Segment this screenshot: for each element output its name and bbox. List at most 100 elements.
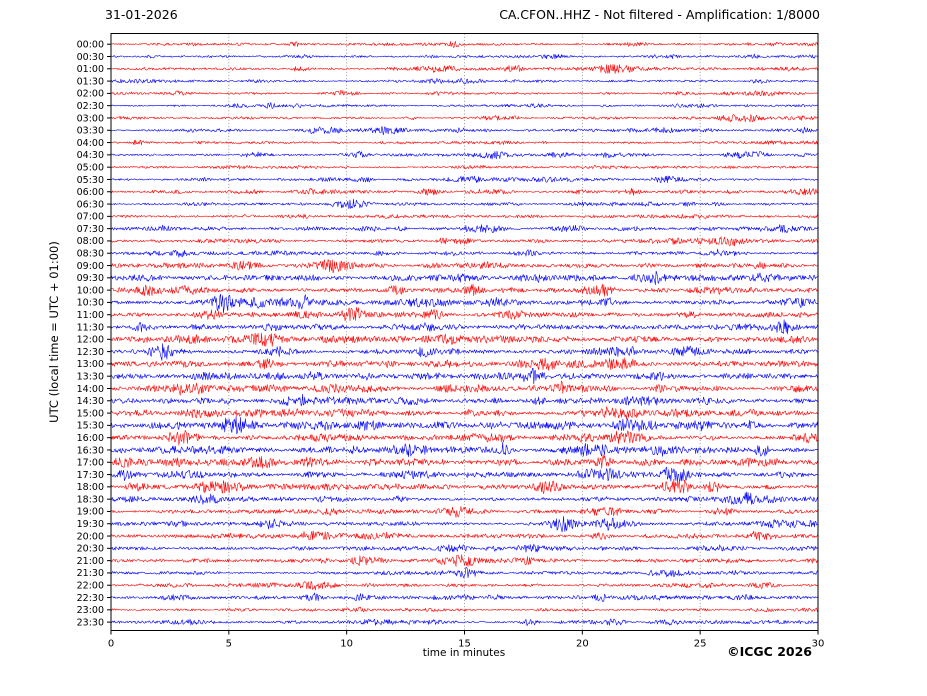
- trace-23:00: [110, 606, 819, 613]
- trace-13:00: [110, 357, 819, 371]
- y-tick-label-05:30: 05:30: [77, 175, 104, 186]
- trace-18:30: [110, 491, 819, 505]
- trace-05:30: [110, 175, 819, 183]
- y-tick-label-14:00: 14:00: [77, 384, 104, 395]
- x-tick-label-0: 0: [108, 639, 114, 650]
- y-tick-label-13:30: 13:30: [77, 371, 104, 382]
- y-tick-label-00:30: 00:30: [77, 52, 104, 63]
- trace-23:30: [110, 618, 819, 626]
- trace-22:00: [110, 580, 819, 591]
- y-tick-label-08:00: 08:00: [77, 236, 104, 247]
- y-tick-label-07:00: 07:00: [77, 212, 104, 223]
- trace-20:30: [110, 543, 819, 553]
- trace-18:00: [110, 478, 819, 495]
- trace-06:00: [110, 187, 819, 196]
- y-tick-label-12:00: 12:00: [77, 335, 104, 346]
- y-tick-label-15:00: 15:00: [77, 408, 104, 419]
- y-tick-label-18:00: 18:00: [77, 482, 104, 493]
- trace-02:00: [110, 90, 819, 97]
- y-tick-label-23:00: 23:00: [77, 605, 104, 616]
- y-tick-label-06:00: 06:00: [77, 187, 104, 198]
- trace-07:00: [110, 213, 819, 219]
- y-tick-label-18:30: 18:30: [77, 494, 104, 505]
- trace-14:00: [110, 380, 819, 396]
- x-axis-title: time in minutes: [422, 647, 506, 659]
- y-tick-label-16:30: 16:30: [77, 445, 104, 456]
- y-tick-label-02:00: 02:00: [77, 89, 104, 100]
- y-tick-label-19:00: 19:00: [77, 507, 104, 518]
- y-tick-label-01:00: 01:00: [77, 64, 104, 75]
- trace-10:00: [110, 283, 819, 297]
- y-tick-label-23:30: 23:30: [77, 617, 104, 628]
- trace-06:30: [110, 198, 819, 209]
- trace-15:00: [110, 406, 819, 420]
- trace-02:30: [110, 102, 819, 109]
- trace-21:00: [110, 554, 819, 567]
- y-tick-label-04:30: 04:30: [77, 150, 104, 161]
- trace-10:30: [110, 293, 819, 314]
- y-tick-label-21:00: 21:00: [77, 556, 104, 567]
- plot-border: [110, 33, 819, 631]
- y-tick-label-08:30: 08:30: [77, 249, 104, 260]
- trace-17:00: [110, 454, 819, 469]
- y-tick-label-14:30: 14:30: [77, 396, 104, 407]
- trace-01:30: [110, 78, 819, 85]
- x-tick-label-15: 15: [458, 639, 471, 650]
- y-tick-label-03:30: 03:30: [77, 126, 104, 137]
- y-tick-label-01:30: 01:30: [77, 76, 104, 87]
- y-tick-label-02:30: 02:30: [77, 101, 104, 112]
- trace-14:30: [110, 393, 819, 407]
- trace-16:30: [110, 441, 819, 458]
- y-tick-label-11:00: 11:00: [77, 310, 104, 321]
- trace-12:30: [110, 343, 819, 361]
- y-tick-label-06:30: 06:30: [77, 199, 104, 210]
- x-tick-label-25: 25: [694, 639, 707, 650]
- y-tick-label-03:00: 03:00: [77, 113, 104, 124]
- y-tick-label-10:00: 10:00: [77, 285, 104, 296]
- trace-12:00: [110, 332, 819, 347]
- plot-title: CA.CFON..HHZ - Not filtered - Amplificat…: [499, 7, 820, 22]
- y-tick-label-05:00: 05:00: [77, 162, 104, 173]
- trace-16:00: [110, 429, 819, 446]
- trace-11:30: [110, 319, 819, 335]
- trace-04:30: [110, 150, 819, 160]
- trace-17:30: [110, 466, 819, 483]
- x-tick-label-20: 20: [576, 639, 589, 650]
- trace-01:00: [110, 64, 819, 74]
- y-tick-label-09:00: 09:00: [77, 261, 104, 272]
- trace-19:00: [110, 506, 819, 518]
- trace-08:00: [110, 236, 819, 247]
- y-tick-label-20:30: 20:30: [77, 544, 104, 555]
- trace-09:30: [110, 270, 819, 286]
- trace-11:00: [110, 307, 819, 322]
- plot-date: 31-01-2026: [105, 7, 178, 22]
- y-tick-label-00:00: 00:00: [77, 40, 104, 51]
- trace-09:00: [110, 259, 819, 274]
- y-tick-label-21:30: 21:30: [77, 568, 104, 579]
- trace-13:30: [110, 367, 819, 385]
- y-tick-label-09:30: 09:30: [77, 273, 104, 284]
- trace-19:30: [110, 515, 819, 533]
- trace-00:30: [111, 53, 819, 60]
- trace-04:00: [110, 139, 819, 145]
- trace-08:30: [110, 248, 819, 258]
- trace-05:00: [110, 164, 819, 170]
- trace-20:00: [110, 530, 819, 541]
- y-tick-label-07:30: 07:30: [77, 224, 104, 235]
- copyright-credit: ©ICGC 2026: [727, 644, 812, 659]
- y-tick-label-10:30: 10:30: [77, 298, 104, 309]
- y-tick-label-19:30: 19:30: [77, 519, 104, 530]
- x-tick-label-10: 10: [340, 639, 353, 650]
- y-tick-label-15:30: 15:30: [77, 421, 104, 432]
- y-tick-label-17:30: 17:30: [77, 470, 104, 481]
- y-tick-label-22:30: 22:30: [77, 593, 104, 604]
- y-tick-label-20:00: 20:00: [77, 531, 104, 542]
- trace-03:30: [110, 126, 819, 136]
- y-tick-label-17:00: 17:00: [77, 458, 104, 469]
- x-tick-label-30: 30: [812, 639, 825, 650]
- trace-21:30: [110, 566, 819, 579]
- trace-00:00: [110, 40, 819, 49]
- y-tick-label-04:00: 04:00: [77, 138, 104, 149]
